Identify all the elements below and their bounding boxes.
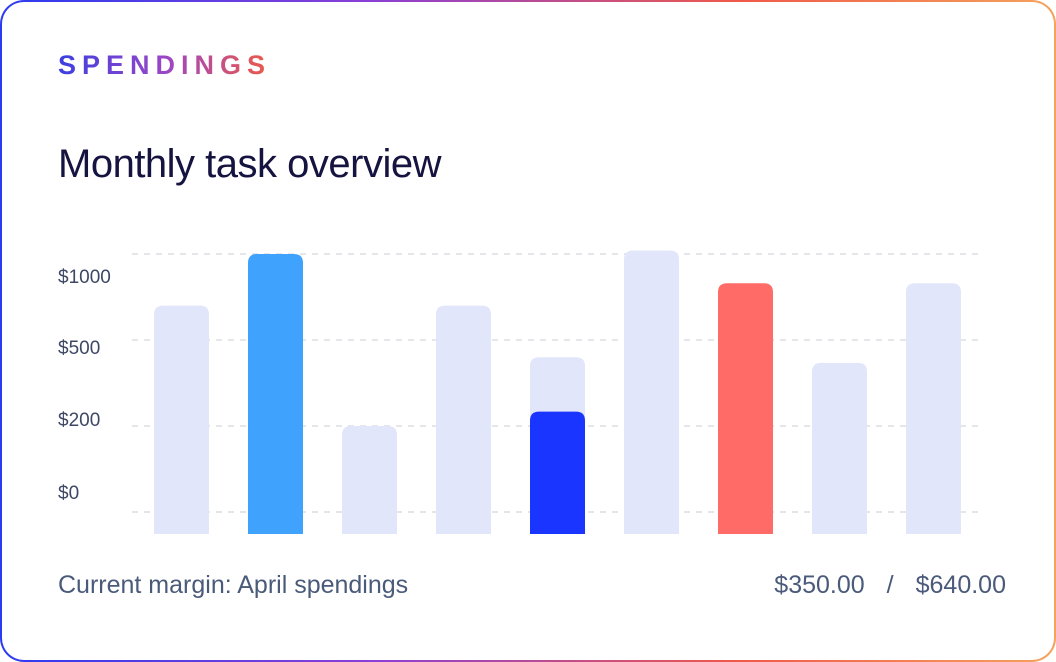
- bar-track: [342, 426, 397, 534]
- bar-value: [248, 254, 303, 534]
- bars: [154, 250, 961, 534]
- y-axis-ticks: $1000 $500 $200 $0: [58, 267, 111, 504]
- bar-group: [812, 362, 867, 534]
- card-eyebrow: SPENDINGS: [58, 50, 272, 80]
- bar-group: [154, 305, 209, 534]
- bar-track: [906, 283, 961, 534]
- bar-group: [248, 254, 303, 534]
- bar-track: [812, 362, 867, 534]
- bar-group: [624, 250, 679, 534]
- footer-values: $350.00 / $640.00: [774, 570, 1006, 600]
- footer-label: Current margin: April spendings: [58, 571, 409, 599]
- bar-value: [718, 283, 773, 534]
- amount-separator: /: [886, 571, 894, 599]
- bar-track: [436, 305, 491, 534]
- current-amount: $350.00: [774, 571, 865, 599]
- bar-group: [718, 283, 773, 534]
- bar-track: [154, 305, 209, 534]
- y-tick-label: $200: [58, 410, 100, 431]
- bar-group: [436, 305, 491, 534]
- bar-group: [906, 283, 961, 534]
- y-tick-label: $1000: [58, 267, 111, 288]
- bar-group: [342, 426, 397, 534]
- card-title: Monthly task overview: [58, 142, 441, 186]
- y-tick-label: $0: [58, 483, 79, 504]
- total-amount: $640.00: [915, 571, 1006, 599]
- bar-value: [530, 411, 585, 534]
- y-tick-label: $500: [58, 338, 100, 359]
- bar-track: [624, 250, 679, 534]
- bar-group: [530, 357, 585, 534]
